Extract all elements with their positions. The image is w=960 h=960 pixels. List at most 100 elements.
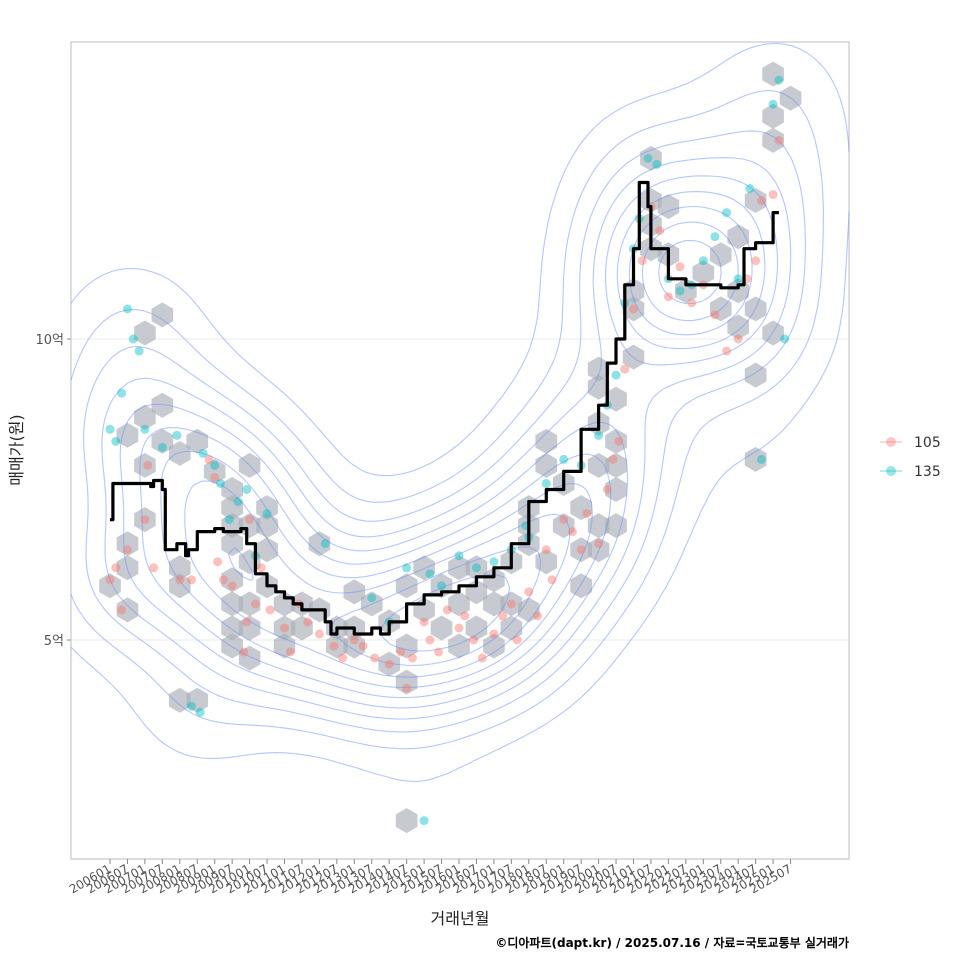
point-135 (111, 436, 121, 446)
density-contour-2 (70, 89, 824, 750)
hexbin (256, 537, 278, 563)
point-105 (314, 629, 324, 639)
hexbin (605, 513, 627, 539)
point-105 (675, 262, 685, 272)
point-105 (608, 454, 618, 464)
hexbin (605, 428, 627, 454)
point-105 (111, 563, 121, 573)
point-105 (582, 509, 592, 519)
point-105 (687, 298, 697, 308)
hexbin (326, 633, 348, 659)
point-135 (774, 75, 784, 85)
hexbin (587, 452, 610, 478)
hexbin (587, 513, 610, 539)
point-105 (620, 364, 630, 374)
hexbin (762, 61, 784, 87)
y-axis: 5억 10억 (35, 333, 71, 649)
hexbin (483, 567, 505, 593)
hexbin (203, 458, 226, 484)
point-105 (245, 515, 255, 525)
point-105 (425, 635, 435, 645)
point-105 (105, 575, 115, 585)
hexbin (116, 597, 139, 623)
point-135 (733, 274, 743, 284)
point-135 (122, 304, 132, 314)
hexbin (395, 808, 418, 834)
point-105 (396, 647, 406, 657)
point-105 (442, 605, 452, 615)
hexbin (692, 260, 715, 286)
point-105 (250, 599, 260, 609)
trend-line (110, 180, 779, 636)
y-tick-label-0: 5억 (44, 634, 64, 649)
hexbin (395, 669, 418, 695)
hexbin (308, 531, 331, 557)
point-105 (256, 563, 266, 573)
hexbin (221, 615, 243, 641)
point-105 (204, 454, 214, 464)
point-135 (140, 424, 150, 434)
hexbin (762, 103, 784, 129)
point-105 (498, 611, 508, 621)
hexbin (727, 314, 749, 340)
point-105 (477, 653, 487, 663)
point-135 (745, 184, 755, 193)
density-contour-5 (119, 175, 779, 709)
point-105 (733, 334, 743, 344)
hexbin (413, 555, 435, 581)
point-105 (567, 527, 577, 537)
hexbin (151, 428, 174, 454)
point-105 (710, 310, 720, 320)
hexbin (151, 392, 174, 418)
point-105 (614, 436, 624, 446)
density-contour-1 (70, 42, 850, 783)
point-105 (358, 641, 368, 651)
point-105 (122, 545, 132, 555)
hexbin (709, 242, 732, 268)
point-135 (105, 424, 115, 434)
point-105 (663, 292, 673, 302)
point-135 (698, 256, 708, 266)
point-135 (559, 454, 569, 464)
hexbin (535, 549, 558, 575)
point-105 (143, 460, 153, 470)
hexbin (151, 302, 174, 328)
hexbin (134, 320, 156, 346)
hexbin (640, 188, 662, 213)
hexbin (99, 573, 121, 599)
point-105 (140, 515, 150, 525)
point-105 (285, 647, 295, 657)
point-105 (210, 472, 220, 482)
point-105 (756, 196, 766, 206)
point-105 (655, 226, 665, 236)
point-105 (280, 623, 289, 633)
hexbin (744, 446, 767, 472)
hexbin (483, 633, 505, 659)
point-135 (172, 430, 182, 440)
point-135 (710, 232, 720, 242)
density-contour-4 (101, 157, 792, 720)
density-contours (70, 42, 850, 783)
hexbin (587, 356, 610, 382)
point-135 (210, 460, 220, 470)
hexbin (587, 374, 610, 400)
point-135 (224, 515, 234, 525)
hexbin (116, 422, 139, 448)
hexbin-layer (99, 61, 802, 834)
point-105 (213, 557, 223, 567)
point-135 (419, 816, 429, 826)
hexbin (186, 687, 209, 713)
point-105 (242, 617, 252, 627)
point-135 (242, 485, 252, 494)
density-contour-3 (83, 130, 806, 733)
point-105 (265, 605, 275, 615)
hexbin (605, 386, 627, 412)
hexbin (465, 615, 488, 641)
hexbin (221, 477, 243, 502)
point-135 (643, 153, 653, 163)
density-contour-8 (184, 221, 739, 678)
hexbin (744, 188, 767, 213)
point-105 (637, 256, 647, 266)
density-contour-9 (227, 239, 722, 666)
